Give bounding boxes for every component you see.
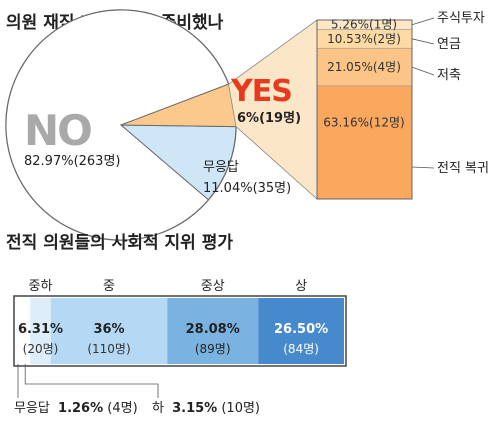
- status-seg-upper-mid: [167, 298, 259, 364]
- status-count-mid: (110명): [87, 342, 130, 356]
- pie-chart: [5, 9, 237, 241]
- status-name-low: 하: [152, 401, 164, 416]
- status-name-mid: 중: [103, 279, 115, 294]
- status-count-high: (84명): [283, 342, 319, 356]
- yes-bar-outline: [316, 19, 413, 200]
- status-pct-lower-mid: 6.31%: [18, 322, 63, 337]
- status-bar-frame: [13, 295, 347, 367]
- label-yes: YES: [230, 74, 292, 109]
- segment-return-value: 63.16%(12명): [323, 116, 404, 130]
- segment-savings-value: 21.05%(4명): [327, 60, 401, 74]
- status-seg-low: [20, 298, 31, 364]
- leader-pension: [411, 38, 435, 45]
- status-bottom-low: 하 3.15% (10명): [152, 401, 260, 416]
- segment-stock-value: 5.26%(1명): [331, 18, 397, 32]
- label-no-value: 82.97%(263명): [24, 154, 121, 169]
- status-count-lower-mid: (20명): [23, 342, 59, 356]
- status-name-lower-mid: 중하: [29, 279, 53, 294]
- status-name-upper-mid: 중상: [201, 279, 225, 294]
- status-chart-title: 전직 의원들의 사회적 지위 평가: [6, 233, 233, 253]
- yes-breakout-connector: [228, 19, 318, 200]
- pie-slice-no: [5, 9, 230, 241]
- category-savings: 저축: [437, 68, 461, 83]
- label-no-response: 무응답: [203, 160, 239, 175]
- status-bottom-no-response: 무응답 1.26% (4명): [14, 401, 138, 416]
- label-no-response-value: 11.04%(35명): [203, 181, 291, 196]
- category-return: 전직 복귀: [437, 161, 489, 176]
- leader-stock: [411, 17, 435, 26]
- label-yes-value: 6%(19명): [237, 110, 301, 126]
- status-count-low: (10명): [221, 401, 260, 416]
- status-seg-high: [258, 298, 344, 364]
- status-seg-lower-mid: [30, 298, 51, 364]
- leader-savings: [411, 66, 435, 76]
- status-name-no-response: 무응답: [14, 401, 50, 416]
- leader-return: [411, 166, 435, 169]
- yes-breakdown-bar: 5.26%(1명) 10.53%(2명) 21.05%(4명) 63.16%(1…: [316, 11, 489, 200]
- status-count-no-response: (4명): [107, 401, 137, 416]
- status-count-upper-mid: (89명): [195, 342, 231, 356]
- category-pension: 연금: [437, 37, 461, 52]
- status-pct-low: 3.15%: [172, 401, 217, 416]
- status-seg-mid: [50, 298, 168, 364]
- leader-low: [24, 364, 159, 398]
- status-pct-mid: 36%: [93, 322, 124, 337]
- segment-return-to-job: [316, 85, 413, 200]
- status-name-high: 상: [295, 279, 307, 294]
- category-stock: 주식투자: [437, 11, 485, 26]
- pie-slice-no-response: [119, 124, 237, 201]
- status-pct-high: 26.50%: [274, 322, 328, 337]
- status-pct-upper-mid: 28.08%: [186, 322, 240, 337]
- status-pct-no-response: 1.26%: [58, 401, 103, 416]
- status-bar: 중하 중 중상 상 6.31% (20명) 36% (110명) 28.08% …: [13, 279, 347, 398]
- status-seg-no-response: [16, 298, 21, 364]
- segment-pension-value: 10.53%(2명): [327, 32, 401, 46]
- label-no: NO: [24, 106, 91, 155]
